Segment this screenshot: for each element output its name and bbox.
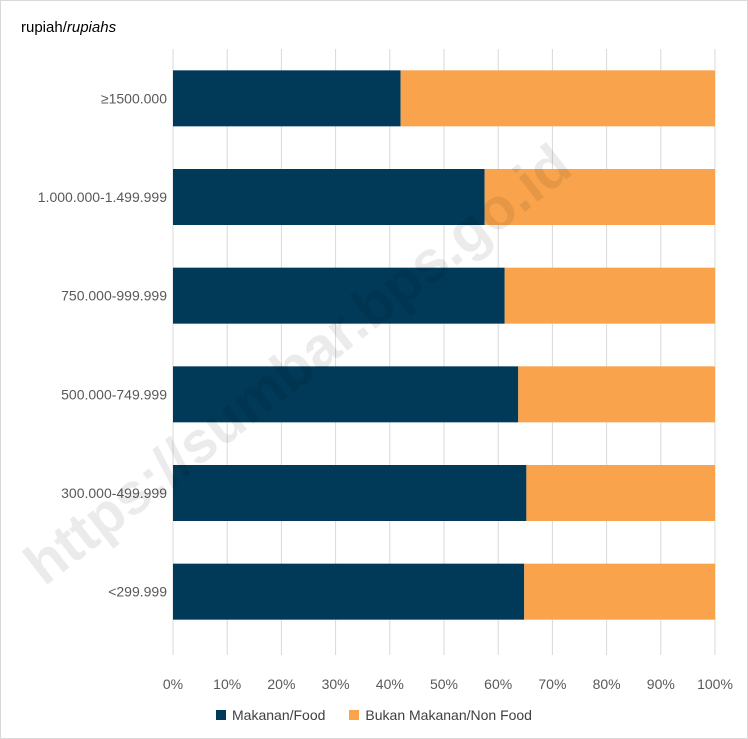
bar-segment-food [173,267,505,324]
bar-segment-food [173,465,527,521]
bar-segment-nonfood [484,169,715,225]
legend-swatch-food [216,710,227,720]
bar-segment-food [173,563,525,620]
legend: Makanan/Food Bukan Makanan/Non Food [1,707,747,723]
x-tick-label: 40% [376,676,404,692]
bar-segment-food [173,70,401,127]
bar-segment-food [173,366,519,423]
x-tick-label: 30% [322,676,350,692]
x-tick-label: 60% [484,676,512,692]
y-category-label: 300.000-499.999 [61,485,167,501]
bar-segment-nonfood [400,70,715,127]
unit-label: rupiah/rupiahs [21,19,116,36]
legend-item-nonfood: Bukan Makanan/Non Food [349,707,532,723]
y-category-label: ≥1500.000 [101,90,167,106]
x-tick-label: 80% [593,676,621,692]
bar-segment-nonfood [504,267,715,324]
y-category-label: 500.000-749.999 [61,386,167,402]
unit-label-main: rupiah/ [21,19,67,36]
x-tick-label: 20% [267,676,295,692]
legend-label-food: Makanan/Food [232,707,326,723]
x-tick-label: 10% [213,676,241,692]
x-tick-label: 90% [647,676,675,692]
y-category-label: 750.000-999.999 [61,288,167,304]
x-tick-label: 70% [538,676,566,692]
legend-item-food: Makanan/Food [216,707,325,723]
bar-segment-food [173,169,485,225]
y-category-label: 1.000.000-1.499.999 [38,189,167,205]
x-tick-label: 50% [430,676,458,692]
x-tick-label: 0% [163,676,183,692]
legend-swatch-nonfood [349,710,360,720]
bar-segment-nonfood [526,465,715,521]
unit-label-italic: rupiahs [66,19,117,36]
bar-segment-nonfood [518,366,715,423]
y-category-label: <299.999 [108,584,167,600]
bar-segment-nonfood [524,563,715,620]
legend-label-nonfood: Bukan Makanan/Non Food [365,707,532,723]
stacked-bar-chart: 0% 10% 20% 30% 40% 50% 60% 70% 80% 90% 100% ≥1500.0… [38,49,733,692]
x-tick-label: 100% [697,676,733,692]
